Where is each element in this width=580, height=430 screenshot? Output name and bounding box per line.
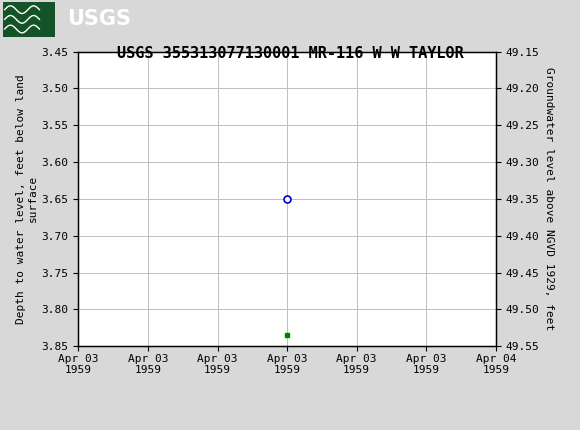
Y-axis label: Groundwater level above NGVD 1929, feet: Groundwater level above NGVD 1929, feet bbox=[543, 67, 553, 331]
Y-axis label: Depth to water level, feet below land
surface: Depth to water level, feet below land su… bbox=[16, 74, 38, 324]
Text: USGS: USGS bbox=[67, 9, 130, 29]
FancyBboxPatch shape bbox=[3, 2, 55, 37]
Text: USGS 355313077130001 MR-116 W W TAYLOR: USGS 355313077130001 MR-116 W W TAYLOR bbox=[117, 46, 463, 61]
